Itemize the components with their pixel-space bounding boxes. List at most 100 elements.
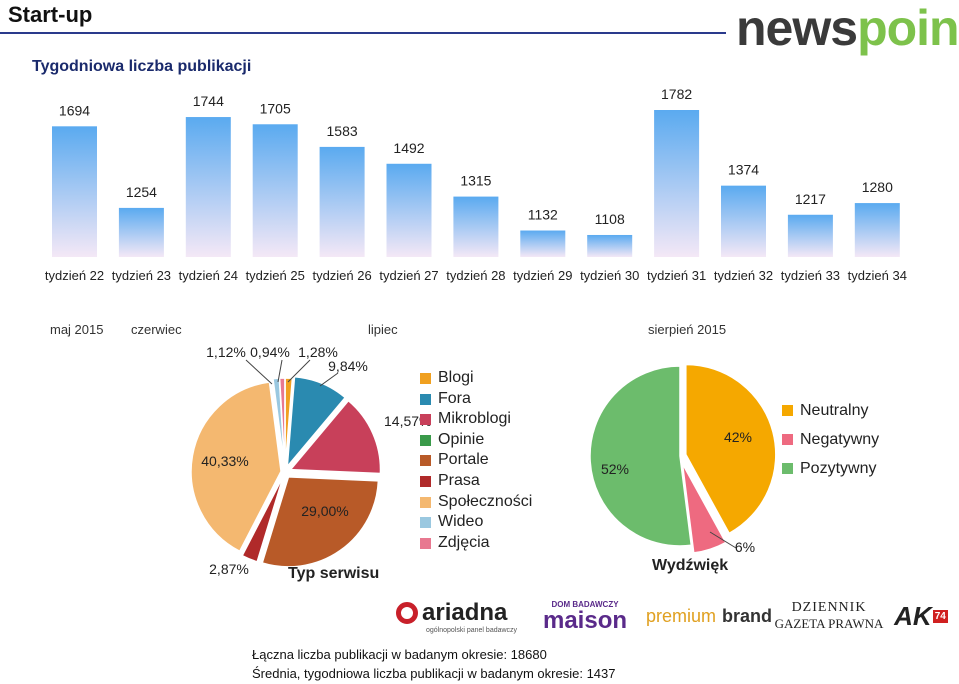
- pie-title: Wydźwięk: [652, 557, 729, 574]
- category-label: tydzień 34: [848, 268, 907, 283]
- maison-top-text: DOM BADAWCZY: [551, 599, 619, 609]
- legend-swatch: [420, 434, 431, 446]
- leader-line: [245, 359, 273, 385]
- ariadna-circle-icon: [396, 601, 418, 624]
- bar-value-label: 1374: [728, 162, 759, 178]
- premium-text: premium: [645, 605, 716, 626]
- category-label: tydzień 27: [379, 268, 438, 283]
- legend-item: Neutralny: [782, 396, 879, 425]
- category-label: tydzień 22: [45, 268, 104, 283]
- legend-swatch: [420, 455, 431, 467]
- chart-subtitle: Tygodniowa liczba publikacji: [32, 58, 252, 75]
- legend-label: Mikroblogi: [438, 410, 511, 428]
- pie-value-label: 6%: [735, 539, 755, 555]
- leader-line: [277, 359, 283, 383]
- period-label: sierpień 2015: [648, 322, 727, 337]
- bar-value-label: 1744: [193, 93, 224, 109]
- maison-logo-text: maison: [542, 606, 628, 634]
- legend-swatch: [782, 463, 793, 474]
- gazeta-line2: GAZETA PRAWNA: [774, 616, 884, 631]
- total-publications: Łączna liczba publikacji w badanym okres…: [252, 647, 547, 662]
- pie-slice: [190, 381, 282, 553]
- legend-item: Portale: [420, 450, 532, 471]
- category-label: tydzień 31: [647, 268, 706, 283]
- site-type-legend: Blogi Fora Mikroblogi Opinie Portale Prasa Spo…: [420, 368, 532, 553]
- legend-item: Opinie: [420, 430, 532, 451]
- legend-swatch: [420, 517, 431, 529]
- category-label: tydzień 28: [446, 268, 505, 283]
- ak-badge: 74: [932, 609, 948, 623]
- legend-item: Społeczności: [420, 492, 532, 513]
- bar: [118, 207, 164, 257]
- legend-label: Portale: [438, 451, 489, 469]
- bar: [654, 110, 700, 257]
- category-label: tydzień 29: [513, 268, 572, 283]
- summary-footer: Łączna liczba publikacji w badanym okres…: [252, 645, 616, 683]
- legend-swatch: [420, 393, 431, 405]
- ariadna-logo: ariadna ogólnopolski panel badawczy: [396, 598, 520, 634]
- bar-value-label: 1108: [595, 211, 625, 227]
- bar-value-label: 1705: [260, 100, 291, 116]
- gazeta-line1: DZIENNIK: [791, 600, 867, 615]
- bar: [721, 185, 766, 257]
- bar: [252, 124, 298, 257]
- pie-slice: [241, 475, 285, 563]
- category-label: tydzień 24: [179, 268, 238, 283]
- legend-label: Neutralny: [800, 402, 869, 419]
- gazeta-prawna-logo: DZIENNIK GAZETA PRAWNA: [770, 598, 888, 634]
- pie-title: Typ serwisu: [288, 565, 380, 582]
- period-label: maj 2015: [50, 322, 104, 337]
- pie-slice: [278, 377, 286, 469]
- legend-item: Negatywny: [782, 425, 879, 454]
- bar-value-label: 1492: [393, 140, 424, 156]
- ak74-logo: AK 74: [892, 598, 950, 634]
- brand-text: brand: [722, 605, 773, 626]
- bar-value-label: 1583: [327, 123, 358, 139]
- pie-value-label: 40,33%: [201, 453, 248, 469]
- legend-label: Pozytywny: [800, 460, 877, 477]
- bar: [787, 214, 833, 257]
- period-label: czerwiec: [131, 322, 182, 337]
- category-label: tydzień 33: [781, 268, 840, 283]
- legend-label: Opinie: [438, 430, 485, 448]
- pie-value-label: 9,84%: [328, 358, 368, 374]
- period-label: lipiec: [368, 322, 398, 337]
- page-title: Start-up: [8, 2, 93, 27]
- pie-slice: [288, 399, 382, 475]
- pie-slice: [589, 365, 693, 547]
- legend-swatch: [420, 373, 431, 384]
- legend-swatch: [420, 537, 431, 549]
- legend-label: Prasa: [438, 471, 480, 489]
- maison-logo: DOM BADAWCZY maison: [530, 598, 640, 634]
- ariadna-tagline: ogólnopolski panel badawczy: [426, 626, 518, 634]
- category-label: tydzień 26: [312, 268, 371, 283]
- bar: [319, 146, 365, 257]
- sentiment-pie: 42% 6% 52%: [589, 363, 777, 555]
- legend-label: Wideo: [438, 513, 484, 531]
- legend-swatch: [420, 414, 431, 426]
- weekly-bar-chart: 1694 tydzień 22 1254 tydzień 23 1744 tydzień …: [45, 86, 907, 283]
- category-label: tydzień 25: [246, 268, 305, 283]
- logo-text-news: news: [736, 0, 858, 56]
- bar: [185, 117, 231, 257]
- pie-slice: [286, 375, 347, 469]
- bar-value-label: 1254: [126, 184, 157, 200]
- bar: [453, 196, 499, 257]
- pie-value-label: 29,00%: [301, 503, 348, 519]
- bar: [854, 203, 900, 257]
- leader-line: [287, 359, 311, 383]
- legend-label: Blogi: [438, 369, 474, 386]
- premium-brand-logo: premium brand: [646, 598, 772, 634]
- legend-item: Pozytywny: [782, 454, 879, 483]
- pie-value-label: 14,57%: [384, 413, 431, 429]
- category-label: tydzień 30: [580, 268, 639, 283]
- bar-value-label: 1782: [661, 86, 692, 102]
- pie-value-label: 2,87%: [209, 561, 249, 577]
- pie-slice: [685, 363, 777, 535]
- pie-value-label: 1,12%: [206, 344, 246, 360]
- bar-value-label: 1280: [862, 179, 893, 195]
- legend-label: Społeczności: [438, 492, 533, 510]
- site-type-pie: 1,28%9,84% 14,57% 29,00% 2,87% 40,33% 1,12% 0,…: [190, 344, 431, 577]
- legend-label: Fora: [438, 389, 471, 407]
- legend-swatch: [420, 496, 431, 508]
